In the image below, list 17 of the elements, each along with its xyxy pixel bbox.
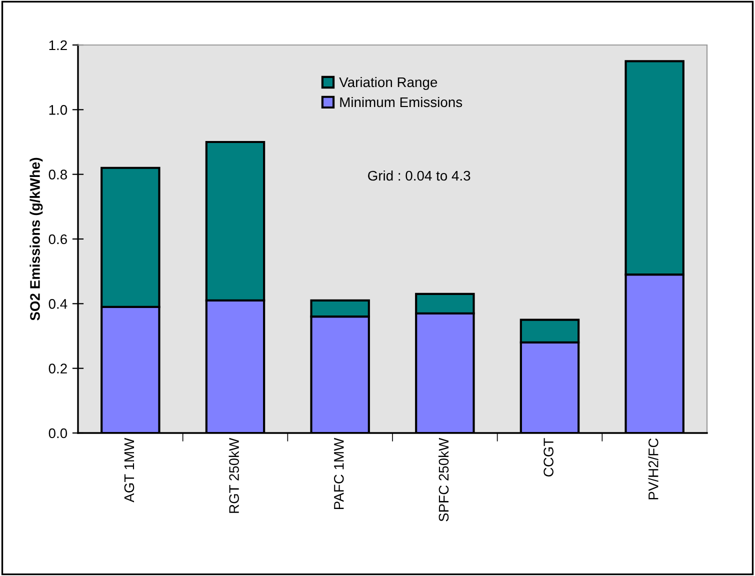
x-tick-label: CCGT [544, 438, 554, 477]
y-tick-label: 0.6 [48, 234, 67, 244]
x-tick-label: RGT 250kW [228, 438, 239, 513]
y-tick-label: 0.8 [48, 170, 67, 180]
legend-label: Minimum Emissions [340, 96, 462, 108]
annotation: Grid : 0.04 to 4.3 [368, 170, 470, 181]
legend-label: Variation Range [339, 76, 438, 90]
y-tick-label: 1.2 [49, 40, 67, 50]
x-tick-label: PV/H2/FC [648, 438, 658, 500]
x-tick-label: SPFC 250kW [438, 438, 449, 522]
y-tick-label: 0.4 [48, 299, 68, 309]
x-tick-label: AGT 1MW [124, 438, 134, 502]
y-tick-label: 0.0 [48, 428, 68, 438]
y-tick-label: 0.2 [48, 364, 67, 374]
y-axis-title: SO2 Emissions (g/kWhe) [30, 158, 43, 320]
y-tick-label: 1.0 [49, 105, 68, 115]
x-tick-label: PAFC 1MW [334, 438, 344, 509]
